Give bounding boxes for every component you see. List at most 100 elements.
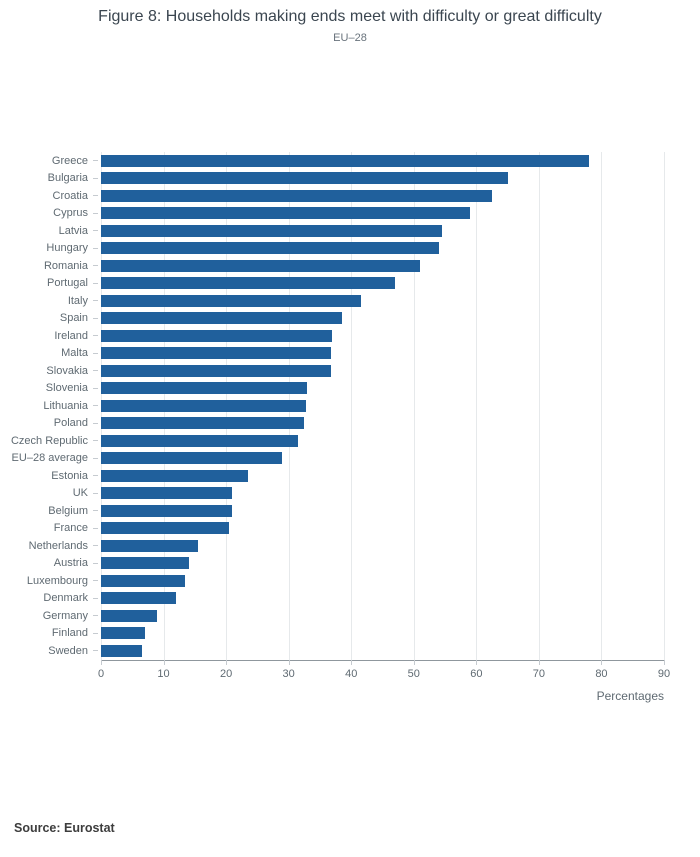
gridline	[538, 152, 540, 660]
gridline	[476, 152, 478, 660]
bar-row: Hungary	[46, 240, 664, 258]
x-tick	[538, 660, 540, 665]
bar-row: Greece	[52, 152, 664, 170]
x-tick-label: 50	[407, 668, 420, 680]
bar	[101, 242, 439, 255]
bar-row: Spain	[60, 310, 664, 328]
category-label: Hungary	[46, 242, 88, 255]
bar	[101, 627, 145, 640]
x-tick	[664, 660, 665, 665]
bar	[101, 452, 283, 465]
bar	[101, 154, 589, 167]
category-label: UK	[72, 487, 88, 500]
bar-row: Latvia	[59, 222, 664, 240]
x-tick-label: 0	[97, 668, 105, 680]
bar-row: Malta	[61, 345, 664, 363]
x-tick-label: 80	[595, 668, 608, 680]
bar	[101, 172, 508, 185]
bar-row: Ireland	[54, 327, 664, 345]
category-label: EU–28 average	[11, 452, 88, 465]
bar-row: Austria	[54, 555, 664, 573]
category-label: Netherlands	[28, 539, 88, 552]
bar-row: Luxembourg	[27, 572, 664, 590]
category-label: Denmark	[43, 592, 88, 605]
bar-row: Slovenia	[46, 380, 664, 398]
bar-row: Portugal	[47, 275, 664, 293]
x-axis: 0 10 20 30 40 50 60 70 80 90	[97, 660, 670, 686]
x-tick-label: 20	[219, 668, 233, 680]
bar-row: Bulgaria	[48, 170, 664, 188]
category-label: Malta	[61, 347, 88, 360]
bar	[101, 224, 442, 237]
category-label: Ireland	[54, 329, 88, 342]
x-tick-label: 40	[345, 668, 358, 680]
category-label: Slovakia	[46, 364, 88, 377]
figure-title: Figure 8: Households making ends meet wi…	[98, 8, 602, 25]
bar-row: Estonia	[51, 467, 664, 485]
x-tick	[413, 660, 415, 665]
category-label: Slovenia	[45, 382, 88, 395]
source-note: Source: Eurostat	[14, 821, 115, 835]
bar-row: Czech Republic	[11, 432, 664, 450]
category-label: Spain	[59, 312, 88, 325]
category-label: Czech Republic	[10, 434, 88, 447]
bar	[101, 574, 186, 587]
bar-row: Belgium	[48, 502, 664, 520]
bar	[101, 294, 361, 307]
bar	[101, 609, 158, 622]
bar	[101, 487, 233, 500]
bar	[101, 539, 198, 552]
bar	[101, 347, 331, 360]
category-label: Poland	[53, 417, 88, 430]
figure-subtitle: EU–28	[333, 32, 367, 44]
category-label: Italy	[67, 294, 88, 307]
x-tick-label: 60	[470, 668, 483, 680]
category-label: Austria	[53, 557, 88, 570]
x-tick-label: 70	[532, 668, 545, 680]
bar	[101, 364, 331, 377]
plot-area: Greece Bulgaria Croatia Cyprus Latvia Hungary…	[11, 152, 665, 661]
category-label: Estonia	[51, 469, 88, 482]
bar	[101, 382, 308, 395]
x-axis-title: Percentages	[596, 689, 664, 703]
category-label: Cyprus	[53, 207, 88, 220]
category-label: Romania	[43, 259, 88, 272]
gridline	[664, 152, 665, 660]
x-tick	[476, 660, 478, 665]
category-label: Greece	[51, 154, 88, 167]
bar	[101, 259, 421, 272]
bar-row: Italy	[68, 292, 664, 310]
bar-row: Croatia	[53, 187, 664, 205]
bar-row: Finland	[52, 625, 664, 643]
x-tick	[601, 660, 603, 665]
bar-row: Lithuania	[43, 397, 664, 415]
x-tick	[101, 660, 102, 665]
x-tick	[226, 660, 228, 665]
bar-row: Sweden	[48, 642, 664, 660]
bar-row: Netherlands	[29, 537, 664, 555]
bar	[101, 522, 230, 535]
bar	[101, 399, 306, 412]
bar	[101, 504, 233, 517]
category-label: Luxembourg	[26, 574, 88, 587]
category-label: Finland	[51, 627, 88, 640]
bar-row: Slovakia	[46, 362, 664, 380]
category-label: Croatia	[52, 189, 88, 202]
x-tick-label: 30	[282, 668, 295, 680]
category-label: Belgium	[48, 504, 88, 517]
bar	[101, 644, 142, 657]
bar-row: Denmark	[43, 590, 664, 608]
category-label: Portugal	[47, 277, 88, 290]
x-tick	[163, 660, 165, 665]
bar	[101, 329, 333, 342]
bar	[101, 592, 177, 605]
bar	[101, 469, 248, 482]
x-tick	[351, 660, 353, 665]
bar	[101, 312, 342, 325]
category-label: Bulgaria	[47, 172, 88, 185]
bar-row: Germany	[43, 607, 664, 625]
x-tick	[288, 660, 290, 665]
bar-row: UK	[73, 485, 664, 503]
x-tick-label: 90	[657, 668, 671, 680]
